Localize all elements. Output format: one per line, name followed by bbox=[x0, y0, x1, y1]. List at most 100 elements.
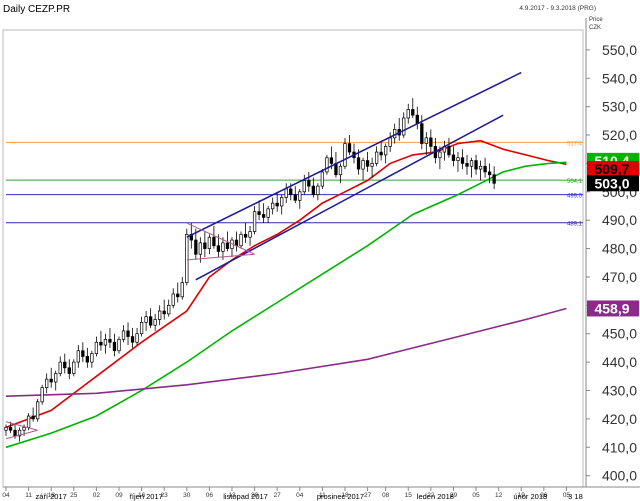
candle-body bbox=[438, 151, 442, 159]
candle-body bbox=[4, 427, 8, 431]
candle-body bbox=[289, 188, 293, 195]
moving-average-line bbox=[5, 139, 567, 429]
x-tick-label: 04 bbox=[2, 492, 10, 499]
candle-body bbox=[266, 208, 270, 218]
candle-body bbox=[474, 160, 478, 170]
trend-line bbox=[186, 71, 522, 238]
x-month-label: únor 2018 bbox=[513, 492, 547, 501]
candle-body bbox=[334, 163, 338, 176]
candle-body bbox=[8, 427, 13, 431]
candle-body bbox=[271, 202, 275, 210]
x-month-label: leden 2018 bbox=[417, 492, 454, 501]
x-tick-label: 30 bbox=[183, 492, 191, 499]
candle-body bbox=[63, 361, 67, 369]
price-caption: Price bbox=[589, 17, 603, 23]
y-tick-label: 480,0 bbox=[602, 241, 637, 257]
candle-body bbox=[465, 163, 469, 167]
candle-body bbox=[415, 114, 419, 125]
candle-body bbox=[153, 319, 157, 326]
y-tick-label: 420,0 bbox=[602, 411, 637, 427]
candle-body bbox=[307, 180, 311, 187]
x-tick-label: 26 bbox=[540, 492, 548, 499]
candle-body bbox=[492, 174, 496, 184]
x-month-label: prosinec 2017 bbox=[317, 492, 364, 501]
currency-caption: CZK bbox=[589, 25, 601, 31]
x-tick-label: 18 bbox=[48, 492, 56, 499]
candle-body bbox=[384, 146, 388, 156]
candle-body bbox=[194, 239, 198, 255]
candle-body bbox=[261, 214, 266, 218]
level-line-label: 504,1 bbox=[567, 179, 583, 185]
moving-average-line bbox=[5, 307, 567, 397]
plot-area: 550,0540,0530,0520,0510,0500,0490,0480,0… bbox=[2, 18, 640, 501]
y-tick-label: 490,0 bbox=[602, 212, 637, 228]
candle-body bbox=[420, 123, 424, 144]
candle-body bbox=[280, 197, 284, 207]
candle-body bbox=[456, 157, 460, 161]
date-range: 4.9.2017 - 9.3.2018 (PRG) bbox=[519, 5, 596, 12]
candle-body bbox=[35, 401, 40, 420]
x-tick-label: 06 bbox=[206, 492, 214, 499]
candle-body bbox=[284, 188, 288, 198]
candle-body bbox=[121, 330, 126, 340]
candle-body bbox=[26, 415, 31, 428]
candle-body bbox=[203, 242, 207, 249]
candle-body bbox=[325, 157, 329, 173]
candle-body bbox=[216, 245, 221, 252]
x-tick-label: 08 bbox=[382, 492, 390, 499]
candle-body bbox=[248, 231, 252, 238]
candle-body bbox=[374, 151, 379, 164]
trend-line bbox=[186, 253, 255, 261]
trend-line bbox=[5, 421, 38, 431]
candle-body bbox=[85, 356, 90, 363]
y-tick-label: 540,0 bbox=[602, 70, 637, 86]
candle-body bbox=[343, 143, 347, 167]
x-tick-label: 13 bbox=[228, 492, 236, 499]
x-month-label: září 2017 bbox=[36, 492, 67, 501]
level-line-label: 499,0 bbox=[567, 194, 583, 200]
y-tick-label: 400,0 bbox=[602, 468, 637, 484]
x-tick-label: 18 bbox=[341, 492, 349, 499]
candle-body bbox=[81, 350, 85, 357]
candle-body bbox=[406, 109, 410, 119]
candle-body bbox=[388, 137, 392, 147]
candle-body bbox=[171, 293, 175, 306]
candle-body bbox=[320, 171, 325, 187]
y-tick-label: 430,0 bbox=[602, 382, 637, 398]
y-tick-label: 440,0 bbox=[602, 354, 637, 370]
candle-body bbox=[144, 316, 148, 323]
candle-body bbox=[298, 191, 302, 201]
x-tick-label: 27 bbox=[274, 492, 282, 499]
candle-body bbox=[239, 234, 243, 247]
level-line-label: 517,4 bbox=[567, 141, 583, 147]
x-tick-label: 12 bbox=[495, 492, 503, 499]
candle-body bbox=[212, 236, 216, 247]
y-tick-label: 450,0 bbox=[602, 326, 637, 342]
candle-body bbox=[185, 234, 189, 283]
candle-body bbox=[347, 143, 352, 153]
candle-body bbox=[316, 185, 320, 195]
y-tick-label: 530,0 bbox=[602, 99, 637, 115]
candle-body bbox=[469, 160, 474, 167]
x-tick-label: 20 bbox=[251, 492, 259, 499]
candle-body bbox=[252, 211, 257, 232]
candle-body bbox=[302, 180, 306, 193]
trend-line bbox=[195, 114, 504, 281]
y-tick-label: 550,0 bbox=[602, 42, 637, 58]
chart-title: Daily CEZP.PR bbox=[3, 4, 70, 15]
candle-body bbox=[361, 160, 365, 170]
candle-body bbox=[176, 293, 180, 298]
candle-body bbox=[478, 165, 483, 170]
candle-body bbox=[311, 185, 315, 195]
candle-body bbox=[158, 310, 162, 320]
candle-body bbox=[99, 341, 103, 346]
y-tick-label: 410,0 bbox=[602, 439, 637, 455]
x-month-label: 3 18 bbox=[568, 492, 583, 501]
x-tick-label: 22 bbox=[427, 492, 435, 499]
candle-body bbox=[17, 429, 22, 437]
x-tick-label: 19 bbox=[518, 492, 526, 499]
last-price-tag-bg bbox=[587, 175, 639, 192]
x-tick-label: 29 bbox=[450, 492, 458, 499]
ma-long-price-tag-bg bbox=[587, 300, 639, 317]
